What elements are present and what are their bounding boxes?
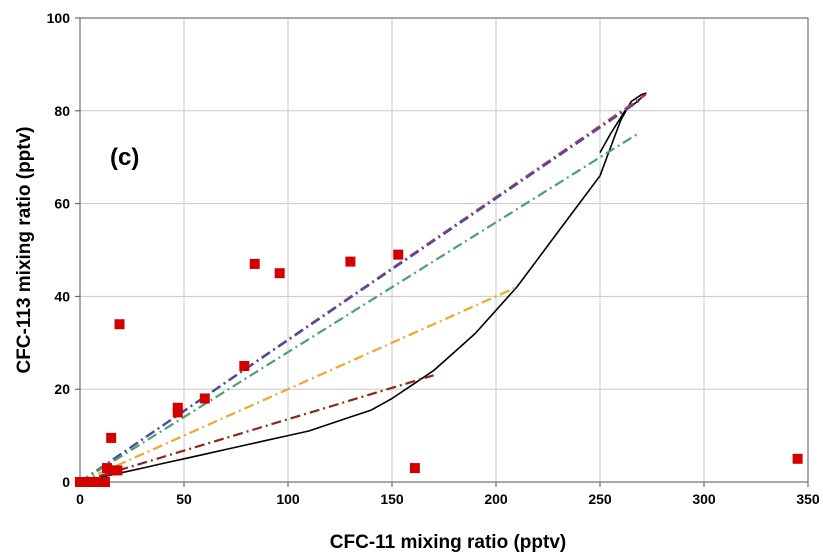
dashdot-line-3 (79, 98, 643, 483)
scatter-point (199, 393, 210, 404)
x-tick-labels: 0 50 100 150 200 250 300 350 (76, 491, 820, 507)
scatter-points (75, 249, 803, 487)
plot-area-frame (79, 17, 809, 483)
scatter-point (106, 432, 117, 443)
series-lines (79, 92, 647, 484)
scatter-point (274, 268, 285, 279)
y-tick-label: 0 (62, 474, 70, 490)
dashdot-line-5 (79, 286, 518, 484)
scatter-point (114, 319, 125, 330)
dashdot-line-4 (79, 133, 638, 483)
scatter-point (99, 477, 110, 487)
y-tick-label: 100 (47, 10, 71, 26)
scatter-point (249, 258, 260, 269)
dashdot-line-6 (79, 374, 434, 484)
scatter-point (792, 453, 803, 464)
panel-label: (c) (110, 144, 139, 171)
scatter-point (239, 361, 250, 371)
x-tick-label: 100 (276, 491, 300, 507)
scatter-point (172, 407, 183, 418)
y-tick-label: 60 (54, 196, 70, 212)
y-tick-label: 80 (54, 103, 70, 119)
scatter-point (112, 465, 123, 476)
x-tick-label: 200 (484, 491, 508, 507)
scatter-point (102, 463, 113, 474)
y-tick-labels: 0 20 40 60 80 100 (47, 10, 71, 490)
x-tick-label: 350 (796, 491, 820, 507)
x-tick-label: 50 (176, 491, 192, 507)
scatter-point (409, 463, 420, 474)
y-axis-label: CFC-113 mixing ratio (pptv) (14, 126, 35, 373)
x-tick-label: 150 (380, 491, 404, 507)
y-tick-label: 20 (54, 381, 70, 397)
y-tick-label: 40 (54, 288, 70, 304)
scatter-point (393, 249, 404, 260)
x-tick-label: 250 (588, 491, 612, 507)
x-tick-label: 300 (692, 491, 716, 507)
solid-curve-line-1 (79, 92, 647, 483)
x-axis-label: CFC-11 mixing ratio (pptv) (330, 532, 566, 553)
x-tick-label: 0 (76, 491, 84, 507)
scatter-point (345, 256, 356, 267)
